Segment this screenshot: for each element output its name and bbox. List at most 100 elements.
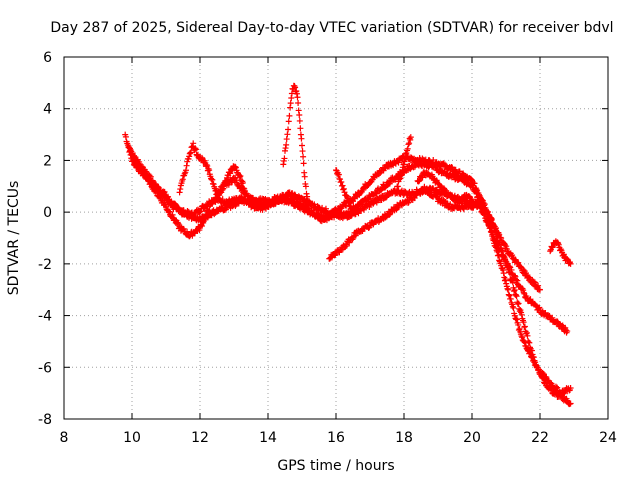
data-point	[186, 153, 193, 160]
data-point	[168, 200, 175, 207]
data-point	[498, 235, 505, 242]
data-point	[205, 165, 212, 172]
data-point	[511, 288, 518, 295]
data-point	[283, 141, 290, 148]
data-point	[398, 172, 405, 179]
data-point	[259, 206, 266, 213]
data-point	[394, 183, 401, 190]
series-track-7	[333, 167, 358, 213]
data-point	[383, 194, 390, 201]
data-point	[365, 196, 372, 203]
y-tick-label: 6	[43, 50, 52, 66]
data-point	[500, 266, 507, 273]
x-tick-label: 12	[191, 430, 209, 446]
data-point	[177, 186, 184, 193]
data-point	[179, 176, 186, 183]
data-point	[441, 186, 448, 193]
data-point	[549, 314, 556, 321]
data-point	[503, 280, 510, 287]
data-point	[515, 300, 522, 307]
data-point	[283, 136, 290, 143]
series-track-3	[129, 151, 571, 336]
data-point	[469, 181, 475, 188]
data-point	[415, 178, 422, 185]
data-point	[208, 175, 215, 182]
data-point	[375, 171, 382, 178]
data-point	[152, 181, 159, 188]
data-point	[345, 199, 352, 206]
y-tick-label: -8	[38, 412, 52, 428]
data-point	[510, 304, 517, 311]
data-point	[516, 308, 523, 315]
data-point	[411, 195, 418, 202]
data-point	[416, 177, 423, 184]
data-point	[493, 225, 500, 232]
data-point	[512, 292, 519, 299]
data-point	[554, 384, 561, 391]
data-point	[421, 183, 428, 190]
data-point	[301, 173, 308, 180]
data-point	[402, 150, 409, 157]
data-point	[496, 231, 503, 238]
data-point	[518, 311, 525, 318]
data-point	[355, 202, 362, 209]
data-point	[529, 354, 536, 361]
data-point	[156, 194, 163, 201]
data-point	[300, 160, 307, 167]
data-point	[322, 205, 329, 212]
data-point	[185, 156, 192, 162]
data-point	[341, 189, 348, 196]
data-point	[513, 293, 520, 300]
data-point	[220, 185, 227, 192]
data-point	[294, 94, 301, 101]
data-point	[520, 319, 527, 326]
data-point	[227, 170, 234, 177]
data-point	[476, 200, 483, 207]
data-point	[520, 289, 527, 296]
data-point	[146, 172, 153, 179]
x-tick-label: 8	[60, 430, 69, 446]
data-point	[527, 350, 534, 357]
data-point	[515, 321, 522, 328]
plot-frame	[63, 56, 609, 420]
data-point	[531, 279, 538, 286]
data-point	[366, 204, 373, 211]
data-point	[519, 334, 526, 341]
data-point	[505, 291, 512, 298]
data-point	[211, 197, 218, 204]
data-point	[174, 219, 181, 226]
data-point	[502, 256, 509, 263]
data-point	[405, 141, 412, 148]
x-tick-label: 16	[327, 430, 345, 446]
data-point	[295, 100, 302, 107]
data-point	[555, 241, 562, 248]
data-point	[507, 295, 514, 302]
data-point	[483, 209, 490, 216]
data-point	[468, 197, 475, 204]
data-point	[345, 198, 352, 205]
data-point	[203, 161, 210, 168]
data-point	[543, 374, 550, 381]
data-point	[514, 277, 521, 284]
y-axis-label: SDTVAR / TECUs	[6, 181, 22, 296]
data-point	[199, 154, 206, 161]
data-point	[512, 315, 519, 322]
data-point	[309, 207, 316, 214]
x-tick-label: 18	[395, 430, 413, 446]
data-point	[520, 266, 527, 273]
data-point	[386, 211, 393, 218]
data-point	[509, 279, 516, 286]
data-point	[166, 208, 173, 215]
data-point	[536, 304, 543, 311]
data-point	[204, 163, 211, 170]
data-point	[503, 243, 510, 250]
data-point	[196, 227, 203, 234]
data-point	[397, 175, 404, 182]
data-point	[560, 390, 567, 397]
data-point	[526, 349, 533, 356]
data-point	[488, 217, 495, 224]
data-point	[488, 227, 495, 234]
data-point	[532, 302, 539, 309]
data-point	[523, 329, 530, 336]
series-track-9	[547, 238, 574, 267]
